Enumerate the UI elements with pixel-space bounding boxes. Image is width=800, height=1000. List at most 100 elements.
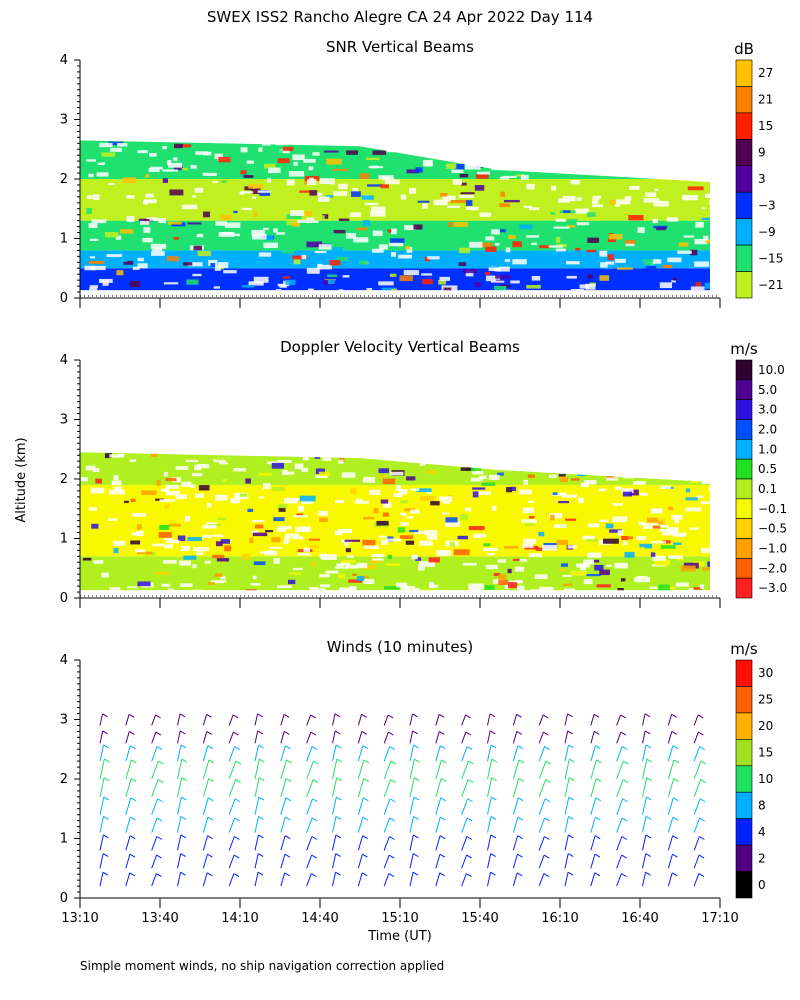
heatmap-cell bbox=[598, 200, 611, 206]
heatmap-cell bbox=[506, 580, 523, 584]
wind-barb-flag bbox=[622, 779, 629, 783]
heatmap-cell bbox=[626, 234, 638, 239]
heatmap-cell bbox=[419, 561, 435, 567]
wind-barb-flag bbox=[491, 777, 497, 782]
heatmap-cell bbox=[600, 262, 608, 268]
wind-barb bbox=[306, 779, 314, 798]
heatmap-cell bbox=[130, 498, 136, 503]
wind-barb bbox=[487, 834, 492, 851]
heatmap-cell bbox=[92, 468, 100, 473]
colorbar-label: −21 bbox=[758, 278, 783, 292]
wind-barb bbox=[538, 854, 545, 869]
heatmap-cell bbox=[359, 260, 368, 265]
wind-barb-flag bbox=[157, 779, 164, 783]
heatmap-cell bbox=[296, 513, 304, 517]
heatmap-cell bbox=[309, 545, 320, 548]
heatmap-cell bbox=[217, 262, 229, 268]
heatmap-cell bbox=[667, 159, 679, 166]
wind-barb bbox=[306, 873, 312, 887]
heatmap-cell bbox=[699, 153, 709, 157]
wind-barb bbox=[642, 758, 648, 780]
heatmap-cell bbox=[636, 584, 651, 589]
colorbar-swatch bbox=[735, 518, 753, 539]
heatmap-cell bbox=[163, 537, 174, 540]
heatmap-cell bbox=[163, 282, 179, 285]
wind-barb-flag bbox=[258, 815, 264, 820]
heatmap-cell bbox=[533, 453, 544, 460]
wind-barb bbox=[99, 872, 104, 887]
wind-barb-flag bbox=[387, 714, 394, 719]
wind-barb-flag bbox=[335, 744, 342, 749]
wind-barb bbox=[306, 760, 314, 780]
heatmap-cell bbox=[137, 524, 142, 530]
heatmap-cell bbox=[309, 587, 319, 591]
heatmap-cell bbox=[220, 539, 230, 544]
heatmap-cell bbox=[530, 148, 542, 152]
heatmap-cell bbox=[558, 198, 571, 203]
heatmap-cell bbox=[312, 152, 320, 156]
heatmap-cell bbox=[645, 192, 657, 197]
heatmap-cell bbox=[690, 286, 705, 291]
wind-barb-flag bbox=[362, 816, 369, 821]
heatmap-cell bbox=[348, 579, 363, 583]
heatmap-cell bbox=[482, 456, 492, 460]
heatmap-cell bbox=[411, 554, 418, 560]
heatmap-cell bbox=[139, 220, 150, 225]
heatmap-cell bbox=[283, 522, 290, 526]
heatmap-cell bbox=[558, 272, 574, 278]
heatmap-cell bbox=[510, 146, 518, 153]
heatmap-cell bbox=[292, 154, 305, 161]
heatmap-cell bbox=[359, 173, 370, 179]
heatmap-cell bbox=[134, 549, 146, 553]
wind-barb bbox=[590, 731, 595, 744]
heatmap-cell bbox=[293, 515, 308, 518]
heatmap-cell bbox=[585, 167, 592, 173]
wind-barb-flag bbox=[389, 798, 396, 803]
heatmap-cell bbox=[97, 162, 105, 166]
wind-barb-flag bbox=[258, 744, 264, 749]
wind-barb bbox=[616, 779, 624, 798]
heatmap-cell bbox=[688, 588, 696, 591]
heatmap-cell bbox=[495, 275, 511, 279]
wind-barb bbox=[280, 872, 286, 887]
heatmap-cell bbox=[273, 557, 280, 564]
heatmap-cell bbox=[668, 555, 683, 559]
heatmap-cell bbox=[378, 468, 389, 474]
wind-barb-flag bbox=[673, 797, 679, 802]
heatmap-cell bbox=[526, 284, 541, 289]
chart-panels: SNR Vertical Beams01234dB27211593−3−9−15… bbox=[60, 38, 787, 926]
heatmap-cell bbox=[113, 540, 126, 546]
heatmap-cell bbox=[508, 151, 513, 157]
wind-barb-flag bbox=[569, 758, 575, 763]
wind-barb bbox=[280, 835, 286, 851]
heatmap-cell bbox=[277, 460, 292, 464]
heatmap-cell bbox=[108, 141, 124, 146]
heatmap-cell bbox=[715, 453, 724, 458]
wind-barb bbox=[280, 797, 287, 815]
heatmap-cell bbox=[507, 582, 518, 589]
wind-barb bbox=[151, 798, 159, 815]
heatmap-cell bbox=[490, 280, 505, 283]
heatmap-cell bbox=[709, 199, 710, 205]
heatmap-cell bbox=[523, 479, 529, 485]
heatmap-cell bbox=[237, 164, 253, 168]
heatmap-cell bbox=[499, 176, 509, 180]
heatmap-cell bbox=[292, 567, 303, 571]
heatmap-cell bbox=[399, 275, 413, 282]
wind-barb bbox=[228, 854, 235, 869]
heatmap-cell bbox=[347, 244, 363, 250]
wind-barb bbox=[693, 873, 700, 887]
wind-barb-flag bbox=[644, 713, 651, 718]
heatmap-cell bbox=[707, 561, 710, 567]
heatmap-cell bbox=[252, 532, 268, 537]
heatmap-cell bbox=[696, 495, 704, 498]
wind-barb bbox=[202, 759, 210, 780]
heatmap-cell bbox=[297, 219, 309, 223]
heatmap-cell bbox=[634, 452, 641, 458]
heatmap-cell bbox=[365, 157, 380, 161]
wind-barb bbox=[693, 798, 701, 815]
heatmap-cell bbox=[388, 141, 402, 147]
heatmap-cell bbox=[673, 532, 687, 537]
x-tick-label: 16:40 bbox=[621, 911, 658, 926]
heatmap-cell bbox=[116, 270, 124, 276]
